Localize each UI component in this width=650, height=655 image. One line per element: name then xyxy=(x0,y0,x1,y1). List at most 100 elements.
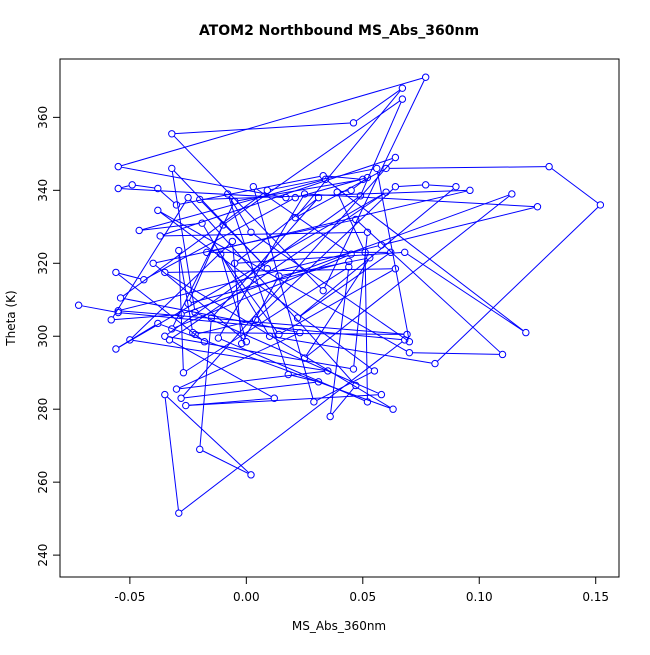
series-segment xyxy=(121,185,130,189)
series-segment xyxy=(146,198,293,279)
data-point xyxy=(391,265,400,273)
series-segment xyxy=(174,122,351,135)
series-segment xyxy=(253,189,314,399)
data-point xyxy=(177,394,185,402)
data-point xyxy=(596,201,605,209)
data-point xyxy=(345,257,353,266)
data-point xyxy=(401,248,409,257)
data-point xyxy=(161,268,169,277)
y-tick-label: 340 xyxy=(36,179,50,202)
series-segment xyxy=(197,313,379,394)
series-segment xyxy=(118,273,203,341)
x-tick-label: 0.10 xyxy=(466,590,493,604)
data-point xyxy=(172,201,181,209)
data-point xyxy=(168,325,176,333)
series-segment xyxy=(184,381,316,399)
data-point xyxy=(361,248,369,257)
data-point xyxy=(74,301,83,309)
series-segment xyxy=(201,201,266,267)
data-point xyxy=(363,228,372,236)
series-segment xyxy=(253,233,408,341)
series-segment xyxy=(118,193,384,348)
data-point xyxy=(175,509,183,517)
data-point xyxy=(300,354,309,362)
data-point xyxy=(545,162,553,171)
y-tick-label: 280 xyxy=(36,398,50,421)
y-tick-label: 240 xyxy=(36,544,50,567)
data-point xyxy=(452,182,460,191)
data-point xyxy=(154,184,162,193)
data-point xyxy=(345,263,353,271)
series-segment xyxy=(172,341,272,398)
data-point xyxy=(421,73,430,81)
data-point xyxy=(179,369,188,377)
data-point xyxy=(319,286,327,295)
series-segment xyxy=(114,314,178,321)
data-point xyxy=(405,348,414,357)
x-axis: -0.05 0.00 0.05 0.10 0.15 xyxy=(114,576,609,604)
data-point xyxy=(154,319,162,328)
data-point xyxy=(112,268,120,277)
series-segment xyxy=(407,253,524,332)
series-segment xyxy=(191,261,346,304)
series-segment xyxy=(281,257,367,276)
data-point xyxy=(319,172,327,180)
data-point xyxy=(149,259,157,267)
data-point xyxy=(189,328,197,337)
series-segment xyxy=(178,253,193,330)
data-point xyxy=(237,339,246,348)
series-segment xyxy=(551,168,599,204)
series-segment xyxy=(163,231,365,237)
data-point xyxy=(522,328,530,337)
data-point xyxy=(270,394,278,402)
series-segment xyxy=(428,184,453,187)
series-layer xyxy=(74,73,605,517)
series-segment xyxy=(331,387,355,415)
data-point xyxy=(352,215,360,224)
series-segment xyxy=(172,203,234,327)
data-point xyxy=(377,390,386,399)
data-point xyxy=(363,398,372,406)
series-segment xyxy=(221,338,365,402)
series-segment xyxy=(185,268,347,372)
series-segment xyxy=(121,312,402,341)
data-point xyxy=(421,181,430,189)
series-segment xyxy=(160,211,373,370)
x-axis-label: MS_Abs_360nm xyxy=(292,619,386,633)
data-point xyxy=(200,338,209,346)
data-point xyxy=(347,186,355,195)
series-segment xyxy=(225,100,401,224)
data-point xyxy=(359,175,367,184)
series-segment xyxy=(257,188,394,318)
series-segment xyxy=(121,77,423,167)
series-segment xyxy=(182,159,394,397)
series-segment xyxy=(179,370,325,390)
series-segment xyxy=(384,207,535,245)
data-point xyxy=(247,228,255,236)
data-point xyxy=(207,314,216,322)
data-point xyxy=(228,237,237,246)
data-point xyxy=(230,259,239,267)
series-segment xyxy=(398,184,423,187)
data-point xyxy=(196,445,204,454)
data-point xyxy=(198,219,206,227)
data-point xyxy=(389,405,397,413)
series-segment xyxy=(324,79,425,288)
data-point xyxy=(168,130,176,138)
series-segment xyxy=(121,245,379,311)
series-segment xyxy=(164,397,179,511)
data-point xyxy=(175,246,183,255)
data-point xyxy=(263,186,271,195)
data-point xyxy=(242,338,251,346)
data-point xyxy=(398,84,407,92)
data-point xyxy=(373,164,381,173)
data-point xyxy=(161,390,169,399)
data-point xyxy=(366,254,374,262)
data-point xyxy=(324,367,332,375)
series-segment xyxy=(171,193,384,339)
data-point xyxy=(387,248,395,257)
series-segment xyxy=(361,101,402,194)
series-segment xyxy=(195,332,404,335)
